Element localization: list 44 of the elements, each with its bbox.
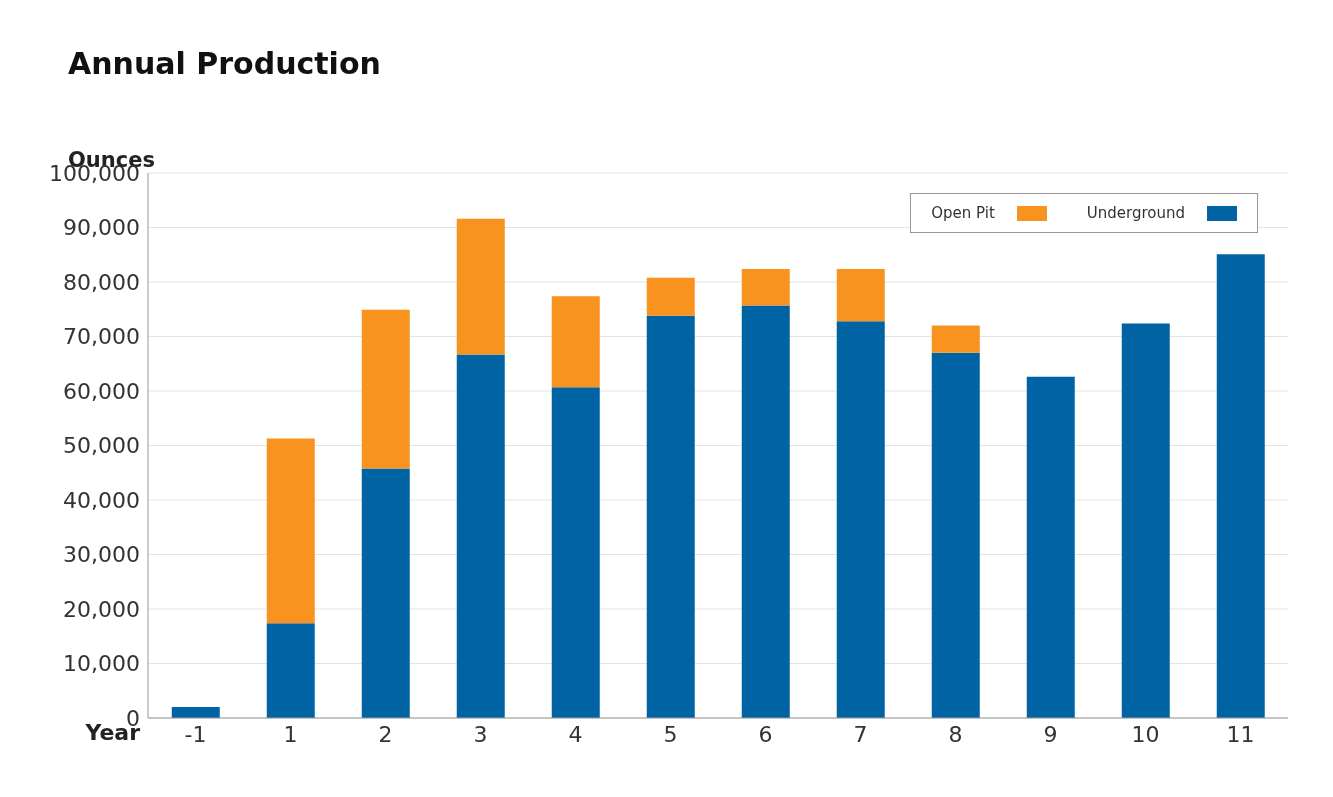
bar [931,325,980,353]
bar [456,218,505,355]
legend-label: Open Pit [931,204,995,222]
bar [266,623,315,718]
bar [931,352,980,718]
chart-title: Annual Production [68,46,381,81]
y-tick-label: 20,000 [63,596,140,622]
x-tick-label: 1 [283,721,298,747]
x-tick-label: 4 [568,721,583,747]
legend-label: Underground [1086,204,1185,222]
x-tick-label: 7 [853,721,868,747]
bar [456,354,505,718]
bar [361,468,410,718]
x-tick-label: 5 [663,721,678,747]
x-tick-label: 3 [473,721,488,747]
x-tick-label: 8 [948,721,963,747]
y-tick-label: 30,000 [63,542,140,568]
bar [1121,323,1170,718]
x-tick-label: 11 [1226,721,1255,747]
bar [171,707,220,718]
x-tick-label: 6 [758,721,773,747]
y-tick-label: 50,000 [63,433,140,459]
bar [551,387,600,718]
y-tick-label: 80,000 [63,269,140,295]
bar [551,296,600,388]
y-tick-label: 90,000 [63,215,140,241]
bar [741,305,790,718]
bar [266,438,315,624]
x-tick-label: 2 [378,721,393,747]
x-tick-label: 10 [1131,721,1160,747]
y-tick-label: 10,000 [63,651,140,677]
bar [741,268,790,306]
bar [361,309,410,469]
bar [836,268,885,322]
y-tick-label: 40,000 [63,487,140,513]
y-tick-label: 70,000 [63,324,140,350]
bar [1026,376,1075,718]
bar [836,321,885,718]
x-tick-label: -1 [184,721,207,747]
x-tick-label: 9 [1043,721,1058,747]
bar [1216,254,1265,718]
bar [646,315,695,718]
y-tick-label: 60,000 [63,378,140,404]
bar [646,277,695,316]
